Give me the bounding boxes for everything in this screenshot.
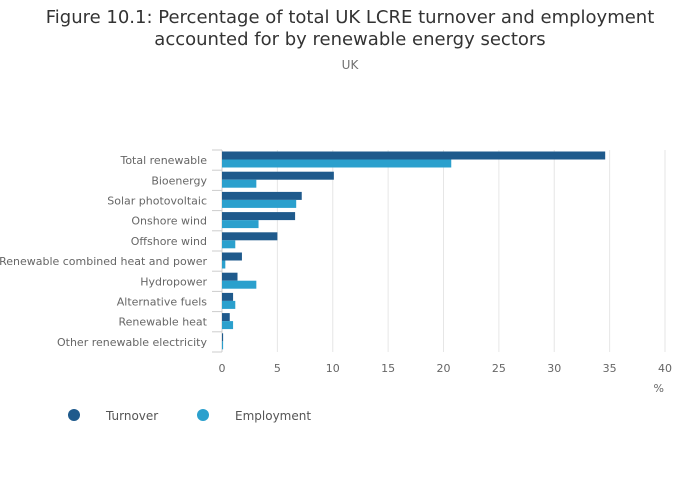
x-axis: 0 5 10 15 20 25 30 35 40%	[219, 362, 673, 395]
bar-turnover[interactable]	[222, 292, 234, 301]
bar-turnover[interactable]	[222, 212, 296, 221]
bar-employment[interactable]	[222, 240, 236, 249]
bar-employment[interactable]	[222, 321, 234, 330]
bar-chart: Total renewable Bioenergy Solar photovolta…	[0, 149, 673, 395]
chart-title-line1: Figure 10.1: Percentage of total UK LCRE…	[45, 7, 655, 28]
bar-employment[interactable]	[222, 220, 259, 229]
bar-turnover[interactable]	[222, 232, 278, 241]
legend-label-turnover: Turnover	[106, 409, 159, 423]
bar-employment[interactable]	[222, 260, 226, 269]
bar-employment[interactable]	[222, 159, 452, 168]
gridlines	[221, 150, 666, 352]
bar-turnover[interactable]	[222, 151, 606, 160]
category-label: Renewable combined heat and power	[0, 255, 207, 268]
bar-employment[interactable]	[222, 341, 224, 350]
bar-employment[interactable]	[222, 179, 257, 188]
x-tick-label: 20	[437, 362, 451, 375]
legend-marker-turnover	[68, 409, 80, 421]
x-tick-label: 40	[658, 362, 672, 375]
chart-title-line2: accounted for by renewable energy sector…	[154, 29, 546, 50]
x-tick-label: 35	[603, 362, 617, 375]
x-axis-unit: %	[654, 382, 664, 395]
category-label: Total renewable	[119, 154, 207, 167]
legend: Turnover Employment	[0, 402, 700, 432]
category-labels: Total renewable Bioenergy Solar photovolta…	[0, 154, 208, 349]
x-tick-label: 10	[326, 362, 340, 375]
category-label: Offshore wind	[131, 235, 207, 248]
legend-item-turnover[interactable]	[68, 409, 80, 421]
category-label: Renewable heat	[119, 316, 208, 329]
category-label: Bioenergy	[151, 174, 207, 187]
category-label: Alternative fuels	[117, 296, 208, 309]
x-tick-label: 15	[381, 362, 395, 375]
bar-turnover[interactable]	[222, 252, 242, 261]
legend-marker-employment	[197, 409, 209, 421]
x-tick-label: 0	[219, 362, 226, 375]
bar-employment[interactable]	[222, 300, 236, 309]
bar-turnover[interactable]	[222, 171, 334, 180]
bar-turnover[interactable]	[222, 313, 230, 322]
category-label: Onshore wind	[131, 215, 207, 228]
x-tick-label: 30	[547, 362, 561, 375]
chart-subtitle: UK	[341, 58, 359, 72]
x-tick-label: 25	[492, 362, 506, 375]
x-tick-label: 5	[274, 362, 281, 375]
category-ticks	[212, 149, 222, 353]
category-label: Hydropower	[140, 275, 207, 288]
bars	[222, 151, 606, 350]
bar-employment[interactable]	[222, 199, 297, 208]
category-label: Other renewable electricity	[57, 336, 208, 349]
chart-title: Figure 10.1: Percentage of total UK LCRE…	[0, 7, 700, 51]
bar-employment[interactable]	[222, 280, 257, 289]
bar-turnover[interactable]	[222, 272, 238, 281]
category-label: Solar photovoltaic	[107, 195, 207, 208]
bar-turnover[interactable]	[222, 191, 302, 200]
bar-turnover[interactable]	[222, 333, 224, 342]
legend-item-employment[interactable]	[197, 409, 209, 421]
legend-label-employment: Employment	[235, 409, 312, 423]
